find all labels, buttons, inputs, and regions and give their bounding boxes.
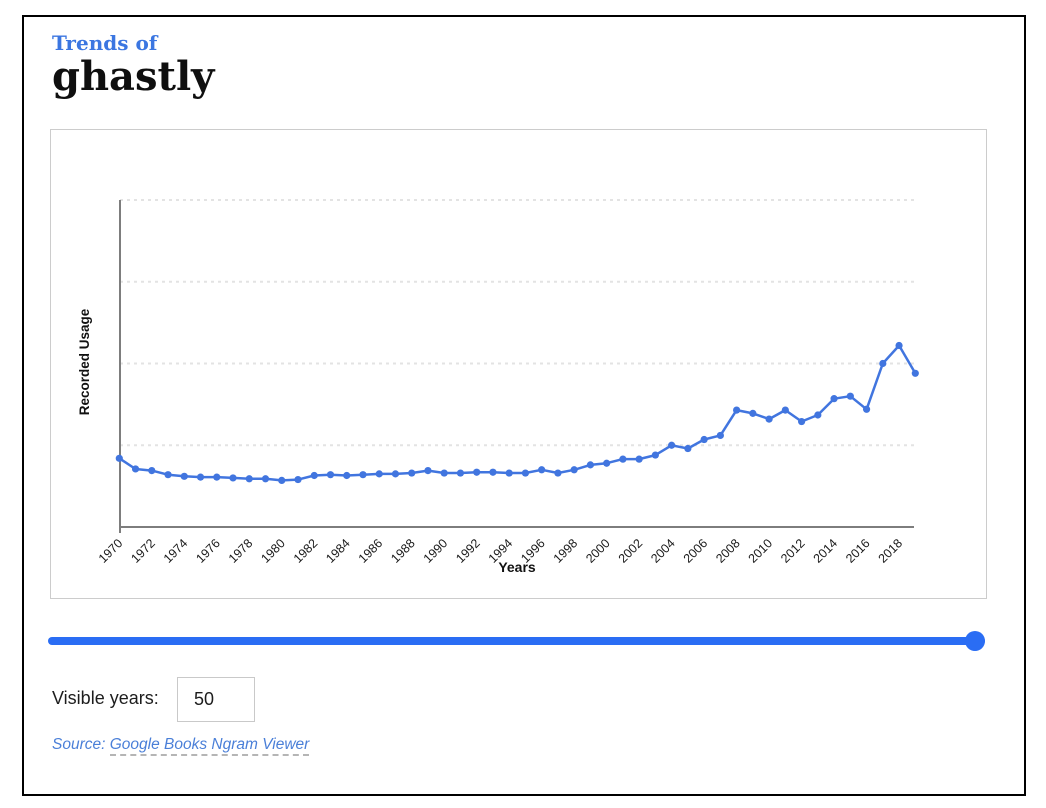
data-point xyxy=(359,471,367,479)
data-point xyxy=(164,471,172,479)
x-tick-label: 2016 xyxy=(843,536,873,566)
x-tick-label: 2012 xyxy=(778,536,808,566)
visible-years-slider-track[interactable] xyxy=(48,637,985,645)
x-tick-label: 1980 xyxy=(258,536,288,566)
x-tick-label: 1972 xyxy=(128,536,158,566)
data-point xyxy=(505,469,513,477)
x-tick-label: 2008 xyxy=(713,536,743,566)
data-point xyxy=(619,455,627,463)
data-point xyxy=(733,406,741,414)
x-tick-label: 1970 xyxy=(96,536,126,566)
data-point xyxy=(489,468,497,476)
x-tick-label: 2014 xyxy=(811,536,841,566)
data-point xyxy=(440,469,448,477)
source-link[interactable]: Google Books Ngram Viewer xyxy=(109,736,310,756)
data-point xyxy=(473,468,481,476)
x-tick-label: 1990 xyxy=(421,536,451,566)
x-tick-label: 2004 xyxy=(648,536,678,566)
data-point xyxy=(716,431,724,440)
data-point xyxy=(814,411,822,419)
data-point xyxy=(879,359,887,368)
data-point xyxy=(895,341,903,350)
data-point xyxy=(456,469,465,477)
data-point xyxy=(862,405,871,413)
data-point xyxy=(521,469,530,477)
y-axis-title: Recorded Usage xyxy=(77,308,92,415)
page-title-word: ghastly xyxy=(52,53,215,100)
data-point xyxy=(391,470,400,478)
data-point xyxy=(846,392,854,400)
visible-years-label: Visible years: xyxy=(52,688,159,708)
data-point xyxy=(245,475,253,483)
data-point xyxy=(668,441,676,449)
data-point xyxy=(180,472,188,480)
x-tick-label: 1986 xyxy=(356,536,386,566)
data-point xyxy=(213,473,221,481)
x-tick-label: 1982 xyxy=(291,536,321,566)
source-note: Source: Google Books Ngram Viewer xyxy=(52,736,310,756)
data-point xyxy=(570,466,578,474)
x-tick-label: 1998 xyxy=(551,536,581,566)
data-point xyxy=(749,409,757,417)
data-point xyxy=(797,417,806,426)
x-tick-label: 2018 xyxy=(876,536,906,566)
x-tick-label: 2002 xyxy=(616,536,646,566)
x-tick-label: 1976 xyxy=(193,536,223,566)
data-point xyxy=(684,444,692,453)
x-tick-label: 1992 xyxy=(453,536,483,566)
data-point xyxy=(424,466,432,475)
visible-years-slider-thumb[interactable] xyxy=(965,631,985,651)
data-point xyxy=(538,466,546,474)
chart-svg: 1970 1972 1974 1976 1978 1980 1982 1984 1986 1988… xyxy=(77,199,919,575)
x-axis-title: Years xyxy=(498,559,536,575)
data-point xyxy=(310,471,318,480)
data-point xyxy=(375,470,383,478)
data-point xyxy=(408,469,416,477)
x-tick-label: 2000 xyxy=(583,536,613,566)
x-tick-label: 1974 xyxy=(161,536,191,566)
data-point xyxy=(911,369,919,377)
x-tick-label: 2006 xyxy=(681,536,711,566)
data-point xyxy=(651,451,659,459)
title-prefix: Trends of xyxy=(52,31,158,55)
x-tick-label: 2010 xyxy=(746,536,776,566)
x-tick-label: 1984 xyxy=(323,536,353,566)
data-point xyxy=(765,415,773,423)
data-point xyxy=(148,466,156,475)
data-point xyxy=(554,469,562,477)
data-point xyxy=(603,459,611,467)
data-point xyxy=(294,475,302,484)
chart-panel: 1970 1972 1974 1976 1978 1980 1982 1984 1986 1988… xyxy=(50,129,987,599)
x-tick-label: 1988 xyxy=(388,536,418,566)
data-point xyxy=(635,455,643,463)
data-point xyxy=(586,461,595,469)
data-point xyxy=(131,465,140,473)
data-point xyxy=(343,471,351,480)
data-point xyxy=(700,435,708,444)
source-prefix: Source: xyxy=(52,736,110,753)
data-point xyxy=(326,471,335,479)
data-point xyxy=(261,475,270,483)
data-point xyxy=(278,476,286,485)
data-point xyxy=(229,474,237,482)
data-point xyxy=(196,473,205,481)
data-point xyxy=(115,454,123,462)
visible-years-input[interactable] xyxy=(177,677,255,722)
data-point xyxy=(830,395,838,403)
x-tick-label: 1978 xyxy=(226,536,256,566)
trend-line xyxy=(118,344,917,482)
data-point xyxy=(781,406,789,414)
title-block: Trends of ghastly xyxy=(52,32,214,98)
